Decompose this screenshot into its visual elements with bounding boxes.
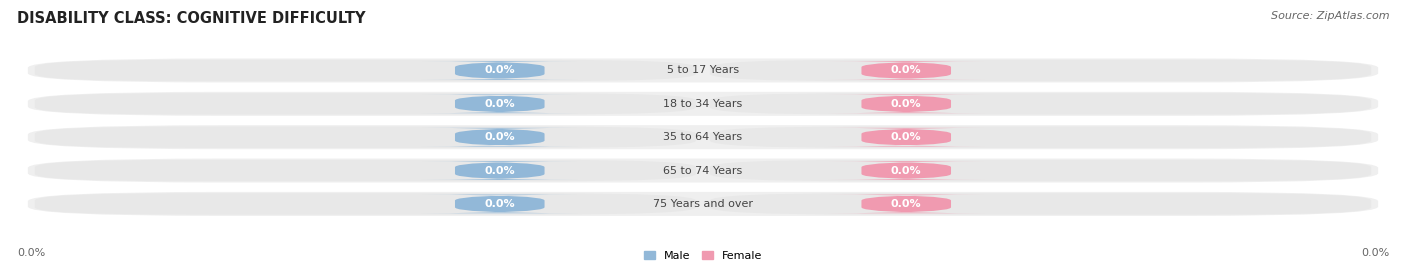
Text: Source: ZipAtlas.com: Source: ZipAtlas.com bbox=[1271, 11, 1389, 21]
FancyBboxPatch shape bbox=[710, 60, 1371, 81]
FancyBboxPatch shape bbox=[28, 58, 1378, 83]
FancyBboxPatch shape bbox=[35, 93, 696, 115]
FancyBboxPatch shape bbox=[28, 158, 1378, 183]
Text: 0.0%: 0.0% bbox=[891, 199, 921, 209]
Text: 0.0%: 0.0% bbox=[485, 65, 515, 76]
Text: 75 Years and over: 75 Years and over bbox=[652, 199, 754, 209]
Legend: Male, Female: Male, Female bbox=[640, 246, 766, 265]
Text: 35 to 64 Years: 35 to 64 Years bbox=[664, 132, 742, 142]
Text: 0.0%: 0.0% bbox=[485, 132, 515, 142]
FancyBboxPatch shape bbox=[827, 94, 986, 113]
Text: 0.0%: 0.0% bbox=[891, 165, 921, 176]
Text: 0.0%: 0.0% bbox=[485, 165, 515, 176]
FancyBboxPatch shape bbox=[28, 192, 1378, 216]
FancyBboxPatch shape bbox=[710, 93, 1371, 115]
Text: 65 to 74 Years: 65 to 74 Years bbox=[664, 165, 742, 176]
Text: 0.0%: 0.0% bbox=[1361, 248, 1389, 258]
Text: 0.0%: 0.0% bbox=[485, 199, 515, 209]
Text: 0.0%: 0.0% bbox=[891, 132, 921, 142]
FancyBboxPatch shape bbox=[710, 126, 1371, 148]
FancyBboxPatch shape bbox=[35, 193, 696, 215]
Text: 18 to 34 Years: 18 to 34 Years bbox=[664, 99, 742, 109]
FancyBboxPatch shape bbox=[710, 193, 1371, 215]
FancyBboxPatch shape bbox=[420, 128, 579, 147]
Text: DISABILITY CLASS: COGNITIVE DIFFICULTY: DISABILITY CLASS: COGNITIVE DIFFICULTY bbox=[17, 11, 366, 26]
Text: 0.0%: 0.0% bbox=[485, 99, 515, 109]
FancyBboxPatch shape bbox=[35, 160, 696, 181]
FancyBboxPatch shape bbox=[827, 61, 986, 80]
FancyBboxPatch shape bbox=[420, 194, 579, 213]
FancyBboxPatch shape bbox=[420, 94, 579, 113]
FancyBboxPatch shape bbox=[827, 128, 986, 147]
FancyBboxPatch shape bbox=[827, 161, 986, 180]
Text: 0.0%: 0.0% bbox=[891, 65, 921, 76]
Text: 5 to 17 Years: 5 to 17 Years bbox=[666, 65, 740, 76]
FancyBboxPatch shape bbox=[35, 126, 696, 148]
FancyBboxPatch shape bbox=[420, 61, 579, 80]
Text: 0.0%: 0.0% bbox=[891, 99, 921, 109]
Text: 0.0%: 0.0% bbox=[17, 248, 45, 258]
FancyBboxPatch shape bbox=[710, 160, 1371, 181]
FancyBboxPatch shape bbox=[28, 125, 1378, 149]
FancyBboxPatch shape bbox=[35, 60, 696, 81]
FancyBboxPatch shape bbox=[420, 161, 579, 180]
FancyBboxPatch shape bbox=[827, 194, 986, 213]
FancyBboxPatch shape bbox=[28, 92, 1378, 116]
